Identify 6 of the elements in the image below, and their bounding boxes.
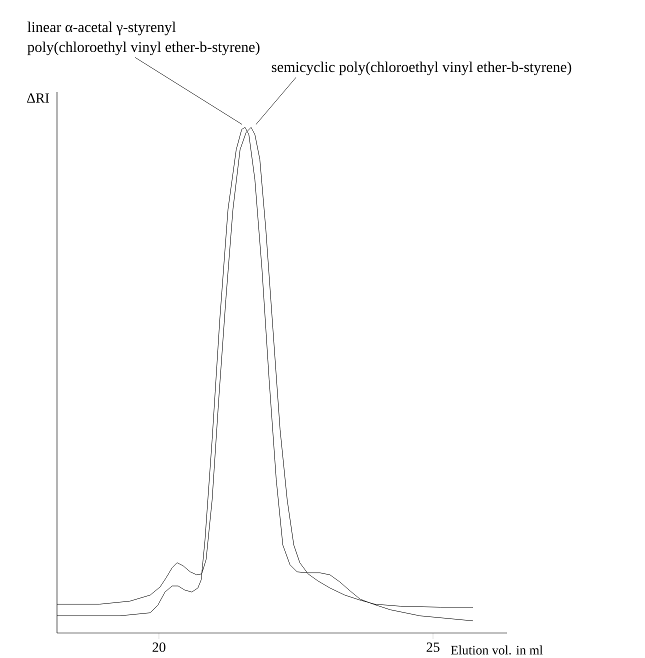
- annotation: semicyclic poly(chloroethyl vinyl ether-b-styrene): [272, 62, 572, 76]
- x-tick-label: 25: [426, 642, 440, 652]
- x-tick-label: 20: [152, 642, 166, 652]
- y-axis-title: ΔRI: [27, 93, 49, 103]
- x-axis-title: Elution vol. in ml: [450, 645, 543, 655]
- annotation: linear α-acetal γ-styrenyl poly(chloroethyl vinyl ether-b-styrene): [27, 22, 260, 56]
